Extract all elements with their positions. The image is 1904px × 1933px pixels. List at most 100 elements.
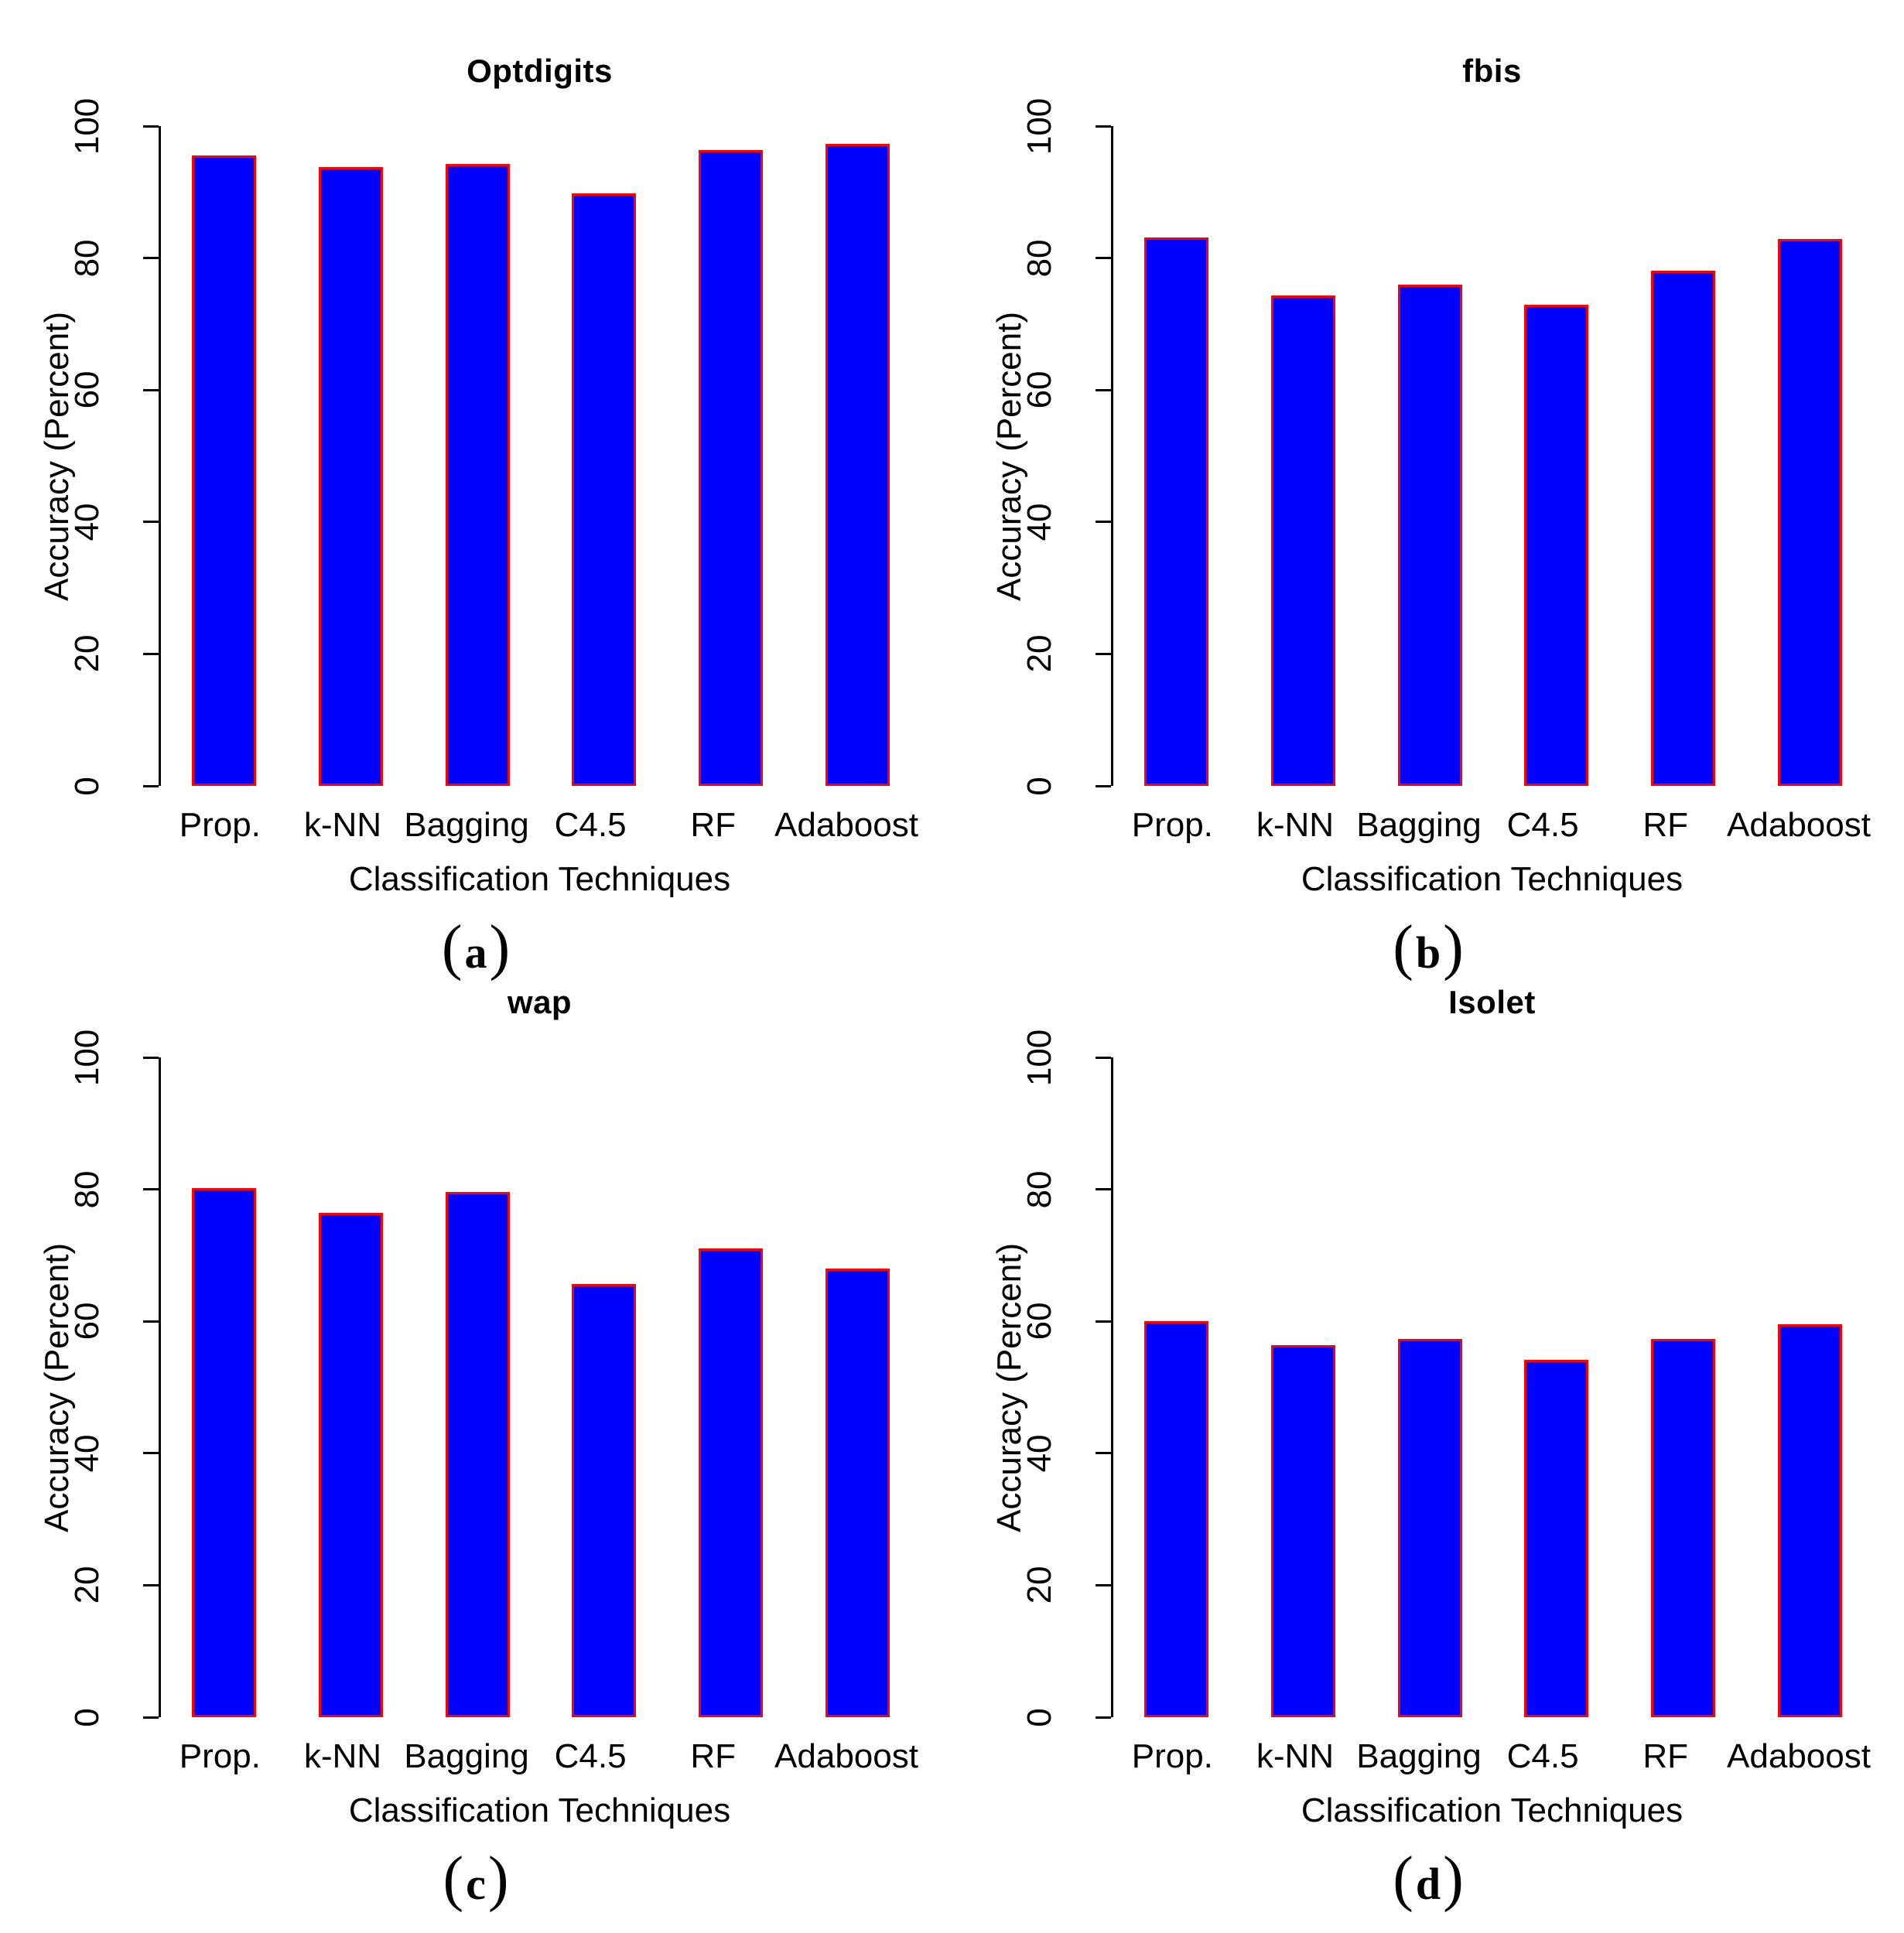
bars (161, 1057, 921, 1717)
bar-adaboost (825, 144, 890, 786)
x-category-c4-5: C4.5 (554, 1737, 627, 1775)
caption-letter: c (466, 1859, 486, 1909)
chart-isolet: Isolet 0 20 40 60 80 100 Accuracy (Percent) Prop… (952, 931, 1904, 1914)
caption-close-paren: ) (489, 914, 511, 982)
y-tick-60 (1096, 1320, 1111, 1323)
y-tick-80 (143, 1188, 159, 1191)
chart-title-isolet: Isolet (1448, 984, 1536, 1020)
bar-column-rf (1620, 126, 1747, 786)
y-tick-0 (143, 784, 159, 787)
x-axis-label: Classification Techniques (1301, 1791, 1684, 1829)
bar-column-c4-5 (541, 1057, 668, 1717)
plot-area: 0 20 40 60 80 100 (68, 97, 921, 795)
bar-bagging (445, 163, 510, 786)
x-category-k-nn: k-NN (303, 806, 382, 844)
bar-column-c4-5 (1493, 126, 1620, 786)
y-tick-100 (1096, 1056, 1111, 1059)
bar-prop (192, 1187, 257, 1717)
x-category-prop: Prop. (1131, 1737, 1213, 1775)
x-category-rf: RF (1642, 806, 1689, 844)
x-category-bagging: Bagging (404, 1737, 529, 1775)
y-tick-60 (143, 388, 159, 391)
bar-prop (192, 155, 257, 786)
y-tick-60 (143, 1320, 159, 1323)
bar-column-bagging (1366, 126, 1493, 786)
bar-column-prop (161, 126, 288, 786)
x-axis-label: Classification Techniques (1301, 860, 1684, 898)
chart-title-fbis: fbis (1462, 53, 1522, 89)
bar-rf (1651, 270, 1715, 786)
y-tick-40 (143, 521, 159, 524)
x-category-labels: Prop. k-NN Bagging C4.5 RF Adaboost (159, 806, 918, 845)
caption-letter: b (1415, 927, 1441, 978)
caption-open-paren: ( (1393, 914, 1413, 982)
caption-open-paren: ( (443, 1845, 464, 1913)
panel-caption-d: (d) (952, 1844, 1904, 1931)
y-tick-40 (1096, 521, 1111, 524)
bar-column-bagging (414, 126, 541, 786)
chart-fbis: fbis 0 20 40 60 80 100 Accuracy (Percent) Prop. k… (952, 0, 1904, 982)
chart-optdigits: Optdigits 0 20 40 60 80 100 Accuracy (Percent) P… (0, 0, 952, 982)
caption-letter: d (1415, 1859, 1441, 1909)
y-tick-0 (1096, 784, 1111, 787)
x-axis-label: Classification Techniques (348, 1791, 731, 1829)
bar-column-prop (1113, 1057, 1240, 1717)
bars (1113, 126, 1873, 786)
bar-column-k-nn (288, 126, 415, 786)
plot-area: 0 20 40 60 80 100 (1020, 97, 1873, 795)
x-category-k-nn: k-NN (303, 1737, 382, 1775)
bar-adaboost (1777, 1324, 1842, 1717)
bar-column-rf (668, 126, 795, 786)
bar-column-c4-5 (541, 126, 668, 786)
caption-close-paren: ) (1443, 1845, 1464, 1913)
x-category-prop: Prop. (179, 806, 261, 844)
x-category-labels: Prop. k-NN Bagging C4.5 RF Adaboost (159, 1737, 918, 1776)
bar-rf (699, 1248, 763, 1717)
bar-k-nn (1271, 1344, 1335, 1717)
bar-adaboost (825, 1268, 890, 1717)
y-tick-60 (1096, 388, 1111, 391)
y-tick-0 (1096, 1716, 1111, 1719)
plot-area: 0 20 40 60 80 100 (68, 1029, 921, 1726)
plot-area: 0 20 40 60 80 100 (1020, 1029, 1873, 1726)
x-category-labels: Prop. k-NN Bagging C4.5 RF Adaboost (1111, 806, 1871, 845)
y-tick-100 (1096, 125, 1111, 128)
bar-column-adaboost (1746, 1057, 1873, 1717)
bar-column-k-nn (1240, 1057, 1367, 1717)
caption-letter: a (464, 927, 487, 978)
x-category-labels: Prop. k-NN Bagging C4.5 RF Adaboost (1111, 1737, 1871, 1776)
x-category-bagging: Bagging (1356, 806, 1482, 844)
x-category-rf: RF (690, 806, 737, 844)
bar-c4-5 (1524, 1359, 1589, 1717)
x-category-adaboost: Adaboost (1727, 806, 1871, 844)
caption-close-paren: ) (487, 1845, 509, 1913)
panel-caption-a: (a) (0, 913, 952, 999)
bar-column-rf (1620, 1057, 1747, 1717)
x-category-rf: RF (690, 1737, 737, 1775)
chart-title-optdigits: Optdigits (467, 53, 613, 89)
bars (1113, 1057, 1873, 1717)
y-tick-20 (1096, 652, 1111, 655)
y-axis-label: Accuracy (Percent) (990, 311, 1028, 601)
y-tick-100 (143, 1056, 159, 1059)
x-category-prop: Prop. (179, 1737, 261, 1775)
y-tick-20 (143, 652, 159, 655)
caption-open-paren: ( (441, 914, 463, 982)
bar-column-bagging (414, 1057, 541, 1717)
y-axis-label: Accuracy (Percent) (38, 1242, 76, 1532)
x-category-adaboost: Adaboost (1727, 1737, 1871, 1775)
x-category-prop: Prop. (1131, 806, 1213, 844)
x-category-rf: RF (1642, 1737, 1689, 1775)
bar-column-k-nn (1240, 126, 1367, 786)
x-category-c4-5: C4.5 (1506, 1737, 1579, 1775)
x-category-adaboost: Adaboost (774, 1737, 918, 1775)
x-category-c4-5: C4.5 (554, 806, 627, 844)
y-tick-80 (143, 257, 159, 260)
bar-c4-5 (572, 1283, 637, 1717)
bar-k-nn (1271, 295, 1335, 786)
y-tick-40 (143, 1452, 159, 1455)
bar-column-prop (1113, 126, 1240, 786)
bar-bagging (1397, 1339, 1462, 1717)
bar-column-k-nn (288, 1057, 415, 1717)
